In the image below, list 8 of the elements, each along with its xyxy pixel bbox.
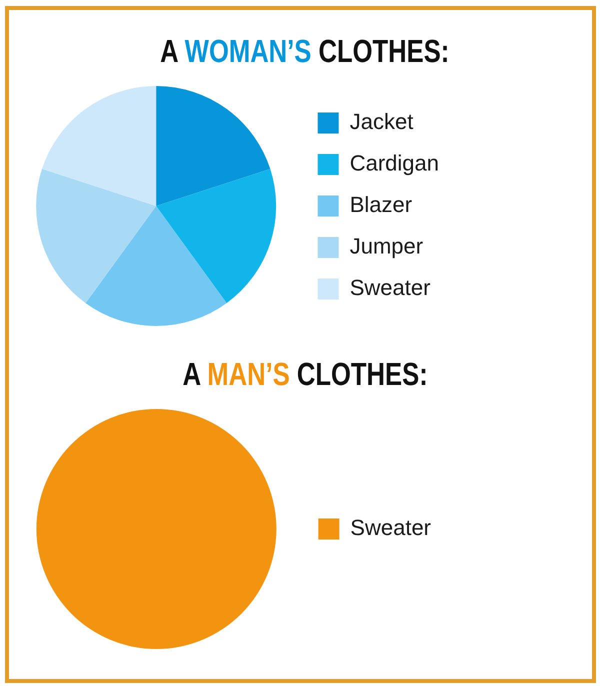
legend-label: Cardigan (350, 150, 440, 176)
chart-title: A MAN’S CLOTHES: (182, 356, 428, 392)
legend-label: Sweater (350, 515, 432, 540)
legend-label: Sweater (350, 275, 430, 300)
chart-title: A WOMAN’S CLOTHES: (160, 33, 450, 69)
legend-label: Jumper (350, 234, 424, 259)
legend-label: Jacket (350, 109, 414, 134)
legend-label: Blazer (350, 192, 412, 218)
